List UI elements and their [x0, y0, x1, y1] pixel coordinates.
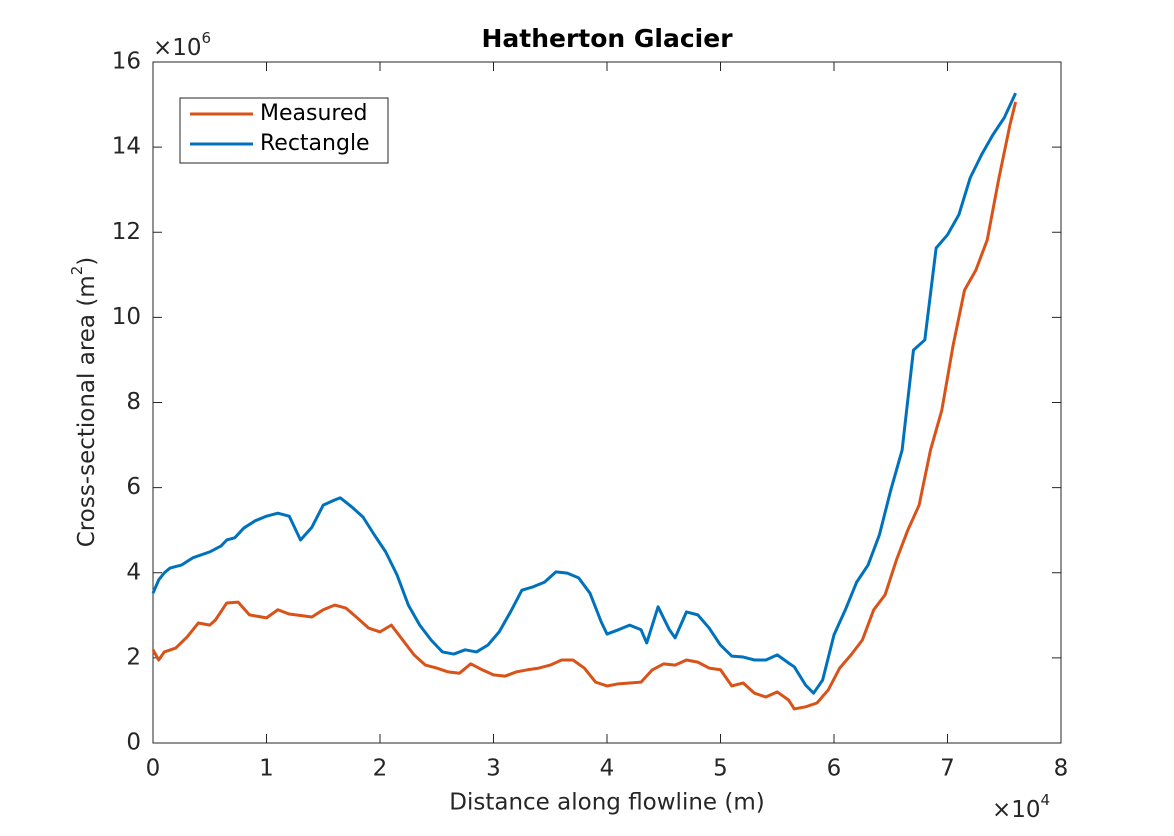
y-multiplier: ×106	[153, 29, 211, 61]
x-tick-label: 3	[486, 756, 501, 782]
x-tick-label: 2	[373, 756, 388, 782]
y-tick-label: 4	[126, 559, 141, 585]
y-tick-label: 12	[112, 219, 141, 245]
line-series	[151, 92, 1017, 695]
y-multiplier-base: ×10	[153, 35, 202, 61]
x-tick-label: 4	[600, 756, 615, 782]
legend-label: Measured	[260, 101, 367, 126]
y-label-text: )	[74, 257, 100, 266]
x-axis-label: Distance along flowline (m)	[449, 790, 764, 816]
y-tick-label: 2	[126, 644, 141, 670]
legend-label: Rectangle	[260, 131, 370, 156]
y-tick-label: 14	[112, 134, 141, 160]
x-tick-label: 0	[146, 756, 161, 782]
y-label-sup: 2	[68, 266, 86, 276]
y-tick-label: 16	[112, 49, 141, 75]
y-multiplier-exp: 6	[202, 29, 212, 47]
x-multiplier-exp: 4	[1041, 791, 1051, 809]
x-tick-label: 8	[1054, 756, 1069, 782]
legend-box	[179, 97, 389, 164]
x-tick-label: 6	[827, 756, 842, 782]
x-tick-label: 7	[940, 756, 955, 782]
y-tick-label: 10	[112, 304, 141, 330]
line-series	[151, 101, 1018, 711]
x-multiplier-base: ×10	[992, 797, 1041, 823]
y-tick-label: 8	[126, 389, 141, 415]
x-multiplier: ×104	[992, 791, 1050, 823]
y-label-text: Cross-sectional area (m	[74, 275, 100, 547]
y-tick-label: 6	[126, 474, 141, 500]
x-tick-label: 1	[259, 756, 274, 782]
y-axis-label: Cross-sectional area (m2)	[68, 257, 100, 548]
chart-title: Hatherton Glacier	[481, 24, 733, 53]
x-tick-label: 5	[713, 756, 728, 782]
plot-area	[152, 61, 1062, 744]
y-tick-label: 0	[126, 730, 141, 756]
